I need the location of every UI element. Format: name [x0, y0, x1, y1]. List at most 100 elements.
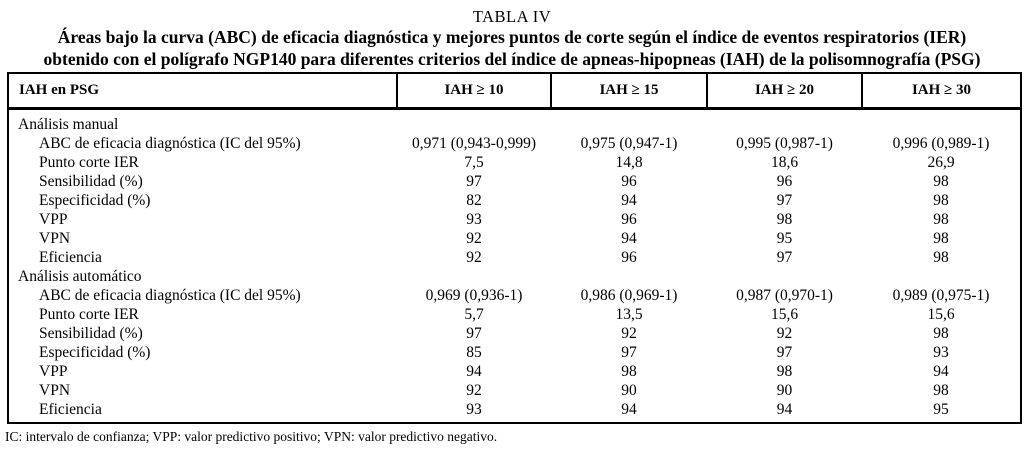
cell-value: 92 — [466, 229, 482, 247]
cell-value: 92 — [466, 381, 482, 399]
cell-value: 96 — [776, 172, 793, 190]
cell-value: 98 — [933, 172, 949, 190]
cell-value: 97 — [466, 172, 482, 190]
table-row: Especificidad (%) 82 94 97 98 — [8, 191, 1021, 210]
cell-value: 96 — [621, 248, 637, 266]
cell-value: 15,6 — [927, 305, 955, 323]
footnote: IC: intervalo de confianza; VPP: valor p… — [5, 429, 498, 444]
table-row: Especificidad (%) 85 97 97 93 — [8, 343, 1021, 362]
row-label: VPN — [39, 381, 71, 399]
cell-value: 0,969 (0,936-1) — [425, 286, 523, 304]
cell-value: 97 — [621, 343, 637, 361]
cell-value: 0,996 (0,989-1) — [892, 134, 990, 152]
cell-value: 98 — [933, 381, 949, 399]
cell-value: 0,975 (0,947-1) — [580, 134, 678, 152]
table-row: Eficiencia 93 94 94 95 — [8, 400, 1021, 423]
row-label: ABC de eficacia diagnóstica (IC del 95%) — [39, 286, 301, 304]
column-header-iah-10: IAH ≥ 10 — [396, 73, 551, 110]
cell-value: 92 — [776, 324, 793, 342]
table-row: ABC de eficacia diagnóstica (IC del 95%)… — [8, 134, 1021, 153]
table-header: IAH en PSG IAH ≥ 10 IAH ≥ 15 IAH ≥ 20 IA… — [8, 73, 1021, 110]
cell-value: 82 — [466, 191, 482, 209]
cell-value: 0,971 (0,943-0,999) — [412, 134, 536, 152]
row-label: VPP — [39, 362, 68, 380]
cell-value: 94 — [466, 362, 482, 380]
table-row: ABC de eficacia diagnóstica (IC del 95%)… — [8, 286, 1021, 305]
column-header-iah-15: IAH ≥ 15 — [550, 73, 707, 110]
row-label: Sensibilidad (%) — [39, 324, 143, 342]
cell-value: 98 — [933, 248, 949, 266]
table-row: Punto corte IER 5,7 13,5 15,6 15,6 — [8, 305, 1021, 324]
row-label: Especificidad (%) — [39, 343, 151, 361]
table-caption: TABLA IV — [472, 7, 552, 26]
cell-value: 7,5 — [464, 153, 484, 171]
row-label: Especificidad (%) — [39, 191, 151, 209]
cell-value: 95 — [933, 400, 949, 418]
cell-value: 98 — [933, 229, 949, 247]
table-row: VPP 93 96 98 98 — [8, 210, 1021, 229]
cell-value: 93 — [466, 400, 482, 418]
cell-value: 94 — [776, 400, 793, 418]
cell-value: 97 — [466, 324, 482, 342]
table-row: Punto corte IER 7,5 14,8 18,6 26,9 — [8, 153, 1021, 172]
cell-value: 14,8 — [615, 153, 643, 171]
cell-value: 13,5 — [615, 305, 643, 323]
cell-value: 18,6 — [770, 153, 799, 171]
cell-value: 26,9 — [927, 153, 955, 171]
cell-value: 0,995 (0,987-1) — [736, 134, 833, 152]
table-row: Sensibilidad (%) 97 96 96 98 — [8, 172, 1021, 191]
row-label: Eficiencia — [39, 400, 102, 418]
section-row-manual: Análisis manual — [8, 108, 1021, 134]
column-header-iah-30: IAH ≥ 30 — [861, 73, 1021, 110]
cell-value: 94 — [621, 229, 637, 247]
cell-value: 92 — [466, 248, 482, 266]
cell-value: 95 — [776, 229, 793, 247]
table-row: Sensibilidad (%) 97 92 92 98 — [8, 324, 1021, 343]
column-header-iah-en-psg: IAH en PSG — [8, 73, 397, 110]
cell-value: 98 — [776, 362, 793, 380]
row-label: VPN — [39, 229, 71, 247]
row-label: VPP — [39, 210, 68, 228]
cell-value: 5,7 — [464, 305, 484, 323]
cell-value: 93 — [933, 343, 949, 361]
cell-value: 92 — [621, 324, 637, 342]
cell-value: 98 — [933, 324, 949, 342]
header-row: IAH en PSG IAH ≥ 10 IAH ≥ 15 IAH ≥ 20 IA… — [8, 73, 1021, 110]
cell-value: 94 — [621, 400, 637, 418]
row-label: Punto corte IER — [39, 305, 139, 323]
table-title-line-2: obtenido con el polígrafo NGP140 para di… — [43, 48, 981, 69]
table-row: VPN 92 94 95 98 — [8, 229, 1021, 248]
cell-value: 97 — [776, 343, 793, 361]
cell-value: 98 — [776, 210, 793, 228]
cell-value: 94 — [933, 362, 949, 380]
cell-value: 96 — [621, 172, 637, 190]
table-row: VPN 92 90 90 98 — [8, 381, 1021, 400]
cell-value: 0,987 (0,970-1) — [736, 286, 833, 304]
cell-value: 0,989 (0,975-1) — [892, 286, 990, 304]
table-row: Eficiencia 92 96 97 98 — [8, 248, 1021, 267]
cell-value: 90 — [776, 381, 793, 399]
section-label: Análisis manual — [18, 115, 119, 133]
row-label: Eficiencia — [39, 248, 102, 266]
table-title: Áreas bajo la curva (ABC) de eficacia di… — [0, 27, 1024, 70]
cell-value: 15,6 — [770, 305, 799, 323]
row-label: Sensibilidad (%) — [39, 172, 143, 190]
cell-value: 98 — [933, 210, 949, 228]
row-label: ABC de eficacia diagnóstica (IC del 95%) — [39, 134, 301, 152]
cell-value: 85 — [466, 343, 482, 361]
cell-value: 97 — [776, 191, 793, 209]
table-body: Análisis manual ABC de eficacia diagnóst… — [8, 108, 1021, 423]
cell-value: 94 — [621, 191, 637, 209]
section-label: Análisis automático — [18, 267, 142, 285]
results-table: IAH en PSG IAH ≥ 10 IAH ≥ 15 IAH ≥ 20 IA… — [7, 72, 1022, 424]
column-header-iah-20: IAH ≥ 20 — [706, 73, 862, 110]
cell-value: 96 — [621, 210, 637, 228]
table-row: VPP 94 98 98 94 — [8, 362, 1021, 381]
row-label: Punto corte IER — [39, 153, 139, 171]
cell-value: 90 — [621, 381, 637, 399]
cell-value: 98 — [933, 191, 949, 209]
table-title-line-1: Áreas bajo la curva (ABC) de eficacia di… — [57, 27, 967, 47]
cell-value: 0,986 (0,969-1) — [580, 286, 678, 304]
section-row-automatico: Análisis automático — [8, 267, 1021, 286]
